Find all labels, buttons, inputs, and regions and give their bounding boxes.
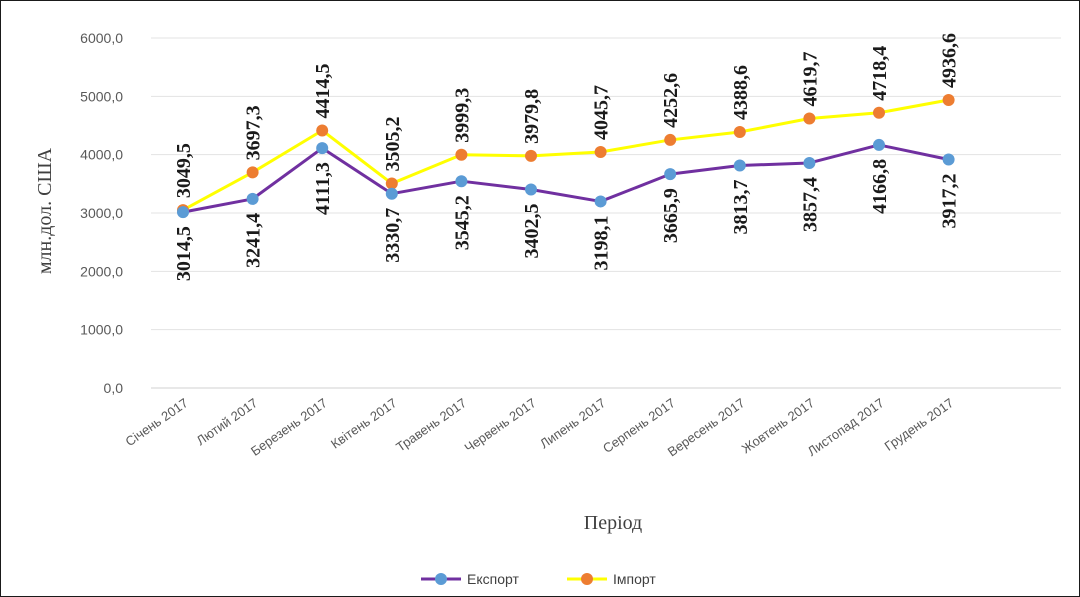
y-tick-label: 6000,0	[80, 30, 123, 46]
data-label-export: 3545,2	[451, 195, 473, 250]
data-label-export: 3241,4	[243, 213, 265, 268]
y-tick-label: 3000,0	[80, 205, 123, 221]
y-axis-ticks: 0,0 1000,0 2000,0 3000,0 4000,0 5000,0 6000,0	[80, 30, 123, 396]
data-label-import: 4619,7	[799, 52, 821, 107]
data-label-export: 3198,1	[591, 215, 613, 270]
data-label-export: 4166,8	[869, 159, 891, 214]
x-tick-label: Вересень 2017	[665, 395, 748, 459]
data-label-import: 4936,6	[939, 33, 961, 88]
legend: Експорт Імпорт	[421, 571, 656, 587]
legend-label-import: Імпорт	[613, 571, 656, 587]
x-tick-label: Травень 2017	[393, 395, 469, 454]
x-tick-label: Січень 2017	[123, 395, 191, 449]
y-tick-label: 2000,0	[80, 263, 123, 279]
data-label-export: 3813,7	[730, 180, 752, 235]
data-label-import: 3505,2	[382, 117, 404, 172]
data-point-import	[942, 94, 955, 107]
data-label-import: 3979,8	[521, 89, 543, 144]
y-tick-label: 5000,0	[80, 88, 123, 104]
x-axis-title: Період	[584, 512, 642, 534]
data-point-import	[873, 106, 885, 119]
legend-marker-export	[435, 573, 447, 585]
data-label-export: 3665,9	[660, 188, 682, 243]
data-point-export	[246, 192, 259, 205]
data-point-export	[942, 153, 955, 166]
data-point-export	[594, 195, 607, 208]
x-tick-label: Листопад 2017	[805, 395, 887, 459]
y-axis-title: млн.дол. США	[34, 147, 56, 274]
data-point-export	[385, 187, 398, 200]
data-point-import	[316, 124, 329, 137]
y-tick-label: 0,0	[104, 380, 124, 396]
x-tick-label: Червень 2017	[462, 395, 539, 455]
data-label-import: 3697,3	[243, 105, 265, 160]
x-tick-label: Грудень 2017	[882, 395, 957, 454]
data-point-export	[803, 156, 816, 169]
data-label-import: 4045,7	[591, 85, 613, 140]
x-tick-label: Березень 2017	[248, 395, 330, 459]
data-label-import: 3999,3	[451, 88, 473, 143]
data-point-import	[246, 166, 259, 179]
data-point-export	[873, 138, 885, 151]
data-label-export: 3014,5	[173, 226, 195, 281]
series-line-export	[182, 143, 949, 214]
data-label-export: 3857,4	[799, 177, 821, 232]
data-point-export	[664, 168, 677, 181]
data-point-export	[525, 183, 537, 196]
data-label-export: 4111,3	[312, 162, 334, 215]
data-label-import: 3049,5	[173, 143, 195, 198]
y-tick-label: 1000,0	[80, 322, 123, 338]
data-label-export: 3402,5	[521, 204, 543, 259]
data-label-import: 4252,6	[660, 73, 682, 128]
data-point-import	[594, 146, 607, 159]
data-point-export	[177, 206, 189, 219]
data-point-export	[455, 175, 468, 188]
data-point-export	[733, 159, 746, 172]
data-labels-layer: 3049,5 3697,3 4414,5 3505,2 3999,3 3979,8 4045…	[173, 33, 961, 281]
series-layer	[177, 94, 955, 219]
x-tick-label: Лютий 2017	[194, 395, 261, 448]
data-point-import	[385, 177, 398, 190]
data-point-export	[316, 142, 329, 155]
data-label-import: 4414,5	[312, 63, 334, 118]
data-label-export: 3330,7	[382, 208, 404, 263]
y-tick-label: 4000,0	[80, 147, 123, 163]
x-tick-label: Квітень 2017	[328, 395, 400, 451]
legend-marker-import	[581, 573, 593, 585]
series-line-import	[182, 98, 949, 212]
data-point-import	[664, 133, 677, 146]
data-point-import	[455, 148, 468, 161]
data-point-import	[733, 125, 746, 138]
x-tick-label: Липень 2017	[537, 395, 608, 451]
legend-label-export: Експорт	[467, 571, 519, 587]
gridlines	[151, 37, 1061, 389]
data-point-import	[525, 149, 537, 162]
data-point-import	[803, 112, 816, 125]
data-label-export: 3917,2	[939, 173, 961, 228]
data-label-import: 4388,6	[730, 65, 752, 120]
data-label-import: 4718,4	[869, 46, 891, 101]
